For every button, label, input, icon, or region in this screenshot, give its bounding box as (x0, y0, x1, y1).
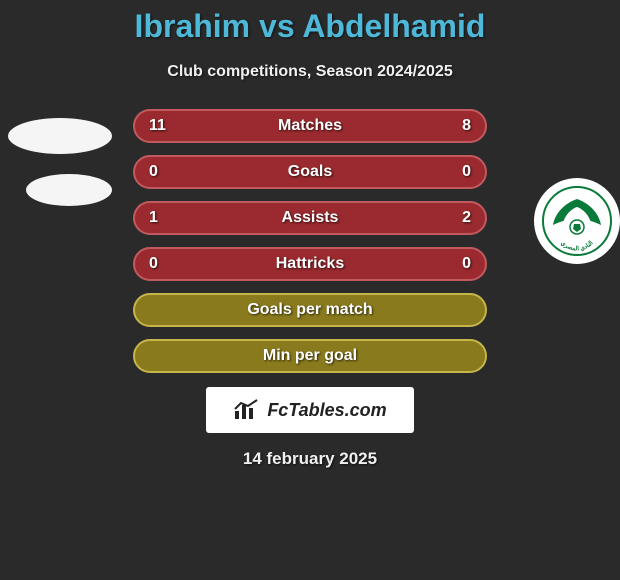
stat-label: Hattricks (276, 255, 344, 273)
stat-left-value: 0 (149, 255, 158, 273)
stat-label: Min per goal (263, 347, 357, 365)
chart-icon (233, 399, 261, 421)
footer-site-label: FcTables.com (267, 400, 386, 421)
stat-row: 0 Hattricks 0 (0, 247, 620, 281)
stat-pill-min-per-goal: Min per goal (133, 339, 487, 373)
subtitle: Club competitions, Season 2024/2025 (0, 63, 620, 81)
date-label: 14 february 2025 (0, 449, 620, 469)
stat-label: Goals (288, 163, 332, 181)
footer-site-badge: FcTables.com (206, 387, 414, 433)
stat-pill-hattricks: 0 Hattricks 0 (133, 247, 487, 281)
stat-label: Assists (282, 209, 339, 227)
stat-right-value: 0 (462, 255, 471, 273)
stat-row: 1 Assists 2 (0, 201, 620, 235)
stat-label: Matches (278, 117, 342, 135)
stat-right-value: 0 (462, 163, 471, 181)
stat-pill-goals-per-match: Goals per match (133, 293, 487, 327)
stat-left-value: 0 (149, 163, 158, 181)
stat-pill-goals: 0 Goals 0 (133, 155, 487, 189)
stat-row: Min per goal (0, 339, 620, 373)
stat-pill-assists: 1 Assists 2 (133, 201, 487, 235)
stat-right-value: 8 (462, 117, 471, 135)
stat-label: Goals per match (247, 301, 372, 319)
stat-row: Goals per match (0, 293, 620, 327)
stat-row: 11 Matches 8 (0, 109, 620, 143)
stat-left-value: 1 (149, 209, 158, 227)
stat-pill-matches: 11 Matches 8 (133, 109, 487, 143)
stat-right-value: 2 (462, 209, 471, 227)
page-title: Ibrahim vs Abdelhamid (0, 0, 620, 45)
stat-left-value: 11 (149, 117, 166, 135)
stat-row: 0 Goals 0 (0, 155, 620, 189)
